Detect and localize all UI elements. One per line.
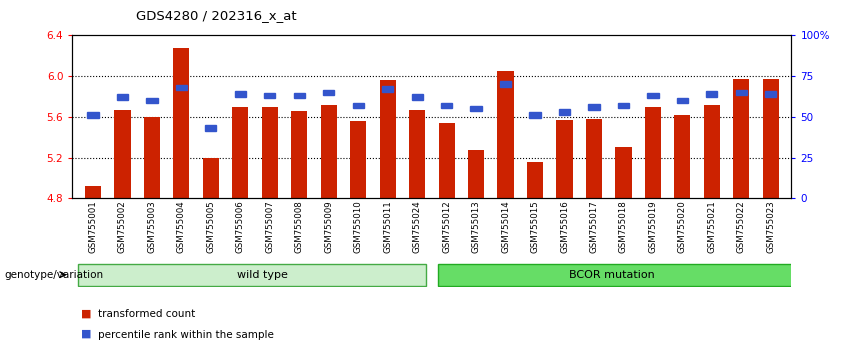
- Bar: [409, 110, 426, 198]
- Bar: [441, 103, 452, 108]
- Text: GSM755021: GSM755021: [707, 200, 717, 253]
- Bar: [706, 91, 717, 97]
- Text: GSM755005: GSM755005: [206, 200, 215, 253]
- Bar: [78, 264, 426, 286]
- Text: GSM755014: GSM755014: [501, 200, 510, 253]
- Text: GSM755003: GSM755003: [147, 200, 157, 253]
- Bar: [382, 86, 393, 92]
- Bar: [117, 95, 128, 100]
- Text: GSM755002: GSM755002: [118, 200, 127, 253]
- Bar: [468, 150, 484, 198]
- Bar: [615, 147, 631, 198]
- Text: GSM755010: GSM755010: [354, 200, 363, 253]
- Bar: [294, 93, 305, 98]
- Bar: [291, 111, 307, 198]
- Text: GSM755011: GSM755011: [383, 200, 392, 253]
- Text: BCOR mutation: BCOR mutation: [568, 270, 654, 280]
- Bar: [203, 158, 219, 198]
- Bar: [350, 121, 366, 198]
- Text: GSM755016: GSM755016: [560, 200, 569, 253]
- Bar: [438, 123, 454, 198]
- Bar: [529, 112, 540, 118]
- Text: ■: ■: [81, 308, 91, 318]
- Bar: [176, 85, 187, 90]
- Bar: [674, 115, 690, 198]
- Bar: [618, 103, 629, 108]
- Text: GSM755018: GSM755018: [619, 200, 628, 253]
- Bar: [734, 79, 750, 198]
- Text: GSM755006: GSM755006: [236, 200, 245, 253]
- Text: GSM755012: GSM755012: [443, 200, 451, 253]
- Bar: [232, 107, 248, 198]
- Bar: [235, 91, 246, 97]
- Bar: [559, 109, 570, 115]
- Bar: [500, 81, 511, 87]
- Bar: [114, 110, 130, 198]
- Text: GSM755017: GSM755017: [590, 200, 598, 253]
- Text: GSM755004: GSM755004: [177, 200, 186, 253]
- Bar: [412, 95, 423, 100]
- Text: GSM755009: GSM755009: [324, 200, 334, 253]
- Bar: [144, 117, 160, 198]
- Bar: [645, 107, 661, 198]
- Text: genotype/variation: genotype/variation: [4, 270, 103, 280]
- Text: GSM755024: GSM755024: [413, 200, 421, 253]
- Bar: [380, 80, 396, 198]
- Text: GSM755020: GSM755020: [678, 200, 687, 253]
- Text: transformed count: transformed count: [98, 309, 195, 319]
- Bar: [585, 119, 602, 198]
- Bar: [471, 106, 482, 112]
- Text: GSM755007: GSM755007: [266, 200, 274, 253]
- Bar: [264, 93, 276, 98]
- Bar: [262, 107, 278, 198]
- Text: GSM755001: GSM755001: [89, 200, 98, 253]
- Text: GSM755013: GSM755013: [471, 200, 481, 253]
- Bar: [704, 105, 720, 198]
- Bar: [146, 98, 157, 103]
- Text: GDS4280 / 202316_x_at: GDS4280 / 202316_x_at: [136, 9, 297, 22]
- Bar: [765, 91, 776, 97]
- Bar: [527, 161, 543, 198]
- Bar: [323, 90, 334, 95]
- Text: GSM755022: GSM755022: [737, 200, 745, 253]
- Bar: [321, 105, 337, 198]
- Bar: [648, 93, 659, 98]
- Text: ■: ■: [81, 329, 91, 339]
- Bar: [762, 79, 779, 198]
- Text: GSM755019: GSM755019: [648, 200, 658, 253]
- Bar: [736, 90, 747, 95]
- Bar: [85, 186, 101, 198]
- Text: GSM755008: GSM755008: [294, 200, 304, 253]
- Bar: [352, 103, 364, 108]
- Text: percentile rank within the sample: percentile rank within the sample: [98, 330, 274, 340]
- Bar: [588, 104, 600, 110]
- Text: GSM755023: GSM755023: [766, 200, 775, 253]
- Text: wild type: wild type: [237, 270, 288, 280]
- Bar: [88, 112, 99, 118]
- Bar: [557, 120, 573, 198]
- Bar: [437, 264, 794, 286]
- Bar: [205, 125, 216, 131]
- Bar: [677, 98, 688, 103]
- Text: GSM755015: GSM755015: [530, 200, 540, 253]
- Bar: [498, 71, 514, 198]
- Bar: [174, 47, 190, 198]
